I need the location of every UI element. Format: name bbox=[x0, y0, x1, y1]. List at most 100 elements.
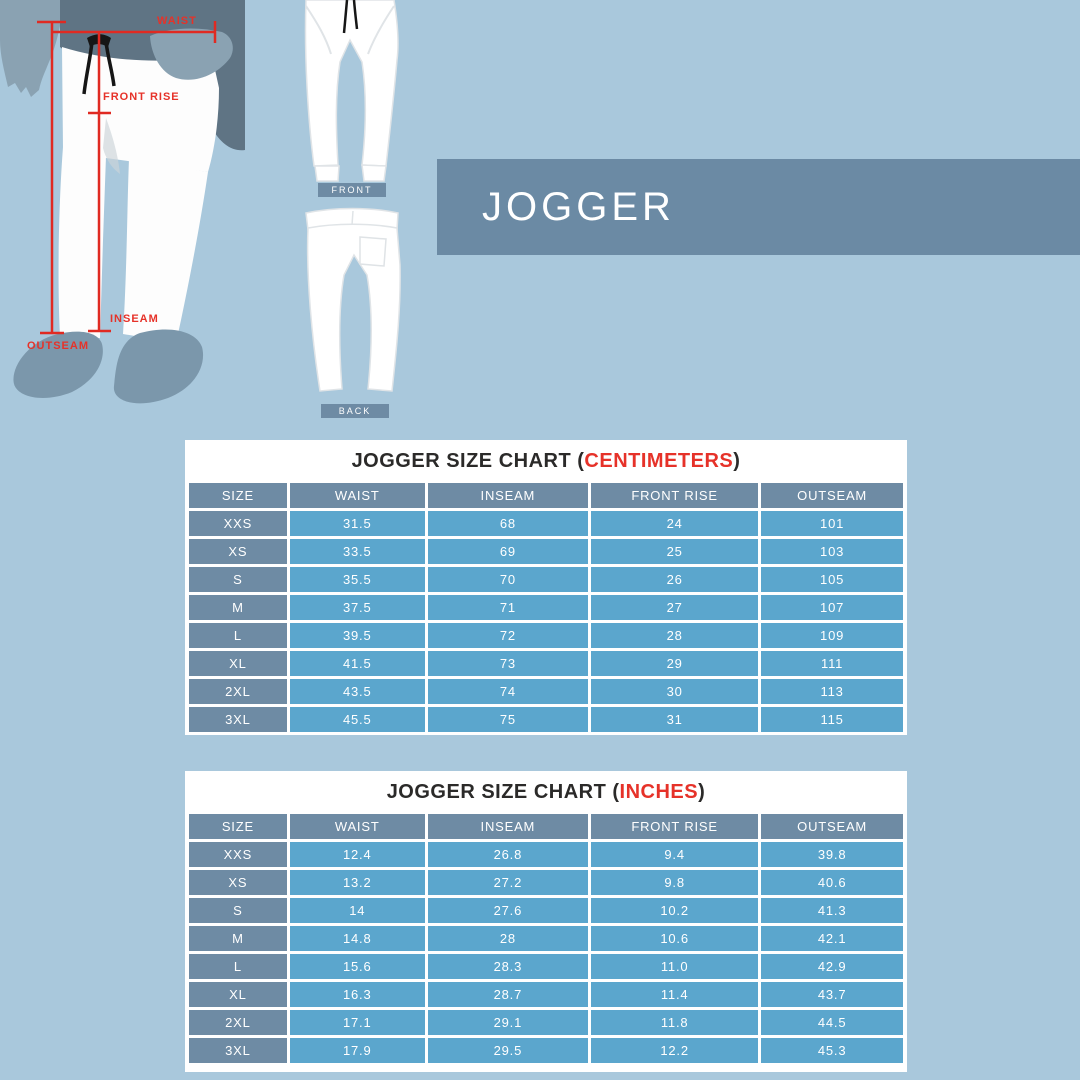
value-cell: 28 bbox=[591, 623, 759, 648]
value-cell: 26 bbox=[591, 567, 759, 592]
jogger-figure-drawing bbox=[0, 0, 245, 404]
header-cell: SIZE bbox=[189, 814, 287, 839]
front-rise-label: FRONT RISE bbox=[103, 91, 180, 103]
value-cell: 25 bbox=[591, 539, 759, 564]
value-cell: 27 bbox=[591, 595, 759, 620]
value-cell: 16.3 bbox=[289, 982, 425, 1007]
right-shoe-shape bbox=[113, 329, 204, 404]
value-cell: 10.6 bbox=[591, 926, 759, 951]
value-cell: 17.9 bbox=[289, 1038, 425, 1063]
jogger-back-drawing bbox=[305, 207, 401, 392]
size-cell: 3XL bbox=[189, 1038, 287, 1063]
back-pocket bbox=[359, 236, 387, 267]
size-cell: XL bbox=[189, 651, 287, 676]
value-cell: 12.4 bbox=[289, 842, 425, 867]
size-cell: S bbox=[189, 898, 287, 923]
value-cell: 11.8 bbox=[591, 1010, 759, 1035]
header-cell: SIZE bbox=[189, 483, 287, 508]
value-cell: 107 bbox=[761, 595, 903, 620]
value-cell: 41.5 bbox=[289, 651, 425, 676]
right-hand-shape bbox=[150, 28, 233, 80]
header-cell: INSEAM bbox=[427, 814, 589, 839]
size-cell: 3XL bbox=[189, 707, 287, 732]
size-cell: XL bbox=[189, 982, 287, 1007]
value-cell: 68 bbox=[427, 511, 589, 536]
value-cell: 24 bbox=[591, 511, 759, 536]
header-cell: WAIST bbox=[289, 814, 425, 839]
right-leg-shape bbox=[123, 159, 208, 343]
value-cell: 74 bbox=[427, 679, 589, 704]
front-left-cuff bbox=[314, 165, 340, 182]
size-cell: M bbox=[189, 926, 287, 951]
size-cell: M bbox=[189, 595, 287, 620]
front-drawstring-left bbox=[342, 0, 349, 34]
value-cell: 29.5 bbox=[427, 1038, 589, 1063]
cm-title-unit: CENTIMETERS bbox=[584, 450, 734, 472]
value-cell: 33.5 bbox=[289, 539, 425, 564]
value-cell: 14.8 bbox=[289, 926, 425, 951]
value-cell: 45.5 bbox=[289, 707, 425, 732]
front-right-cuff bbox=[361, 164, 387, 182]
back-view-badge: BACK bbox=[321, 404, 389, 418]
cm-title-suffix: ) bbox=[733, 450, 741, 472]
size-cell: 2XL bbox=[189, 679, 287, 704]
inch-title-suffix: ) bbox=[698, 781, 706, 803]
page-title: JOGGER bbox=[482, 184, 675, 229]
value-cell: 40.6 bbox=[761, 870, 903, 895]
crotch-shadow bbox=[103, 118, 120, 174]
left-shoe-shape bbox=[13, 331, 103, 398]
header-cell: WAIST bbox=[289, 483, 425, 508]
value-cell: 72 bbox=[427, 623, 589, 648]
header-cell: INSEAM bbox=[427, 483, 589, 508]
value-cell: 37.5 bbox=[289, 595, 425, 620]
inseam-label: INSEAM bbox=[110, 313, 159, 325]
value-cell: 73 bbox=[427, 651, 589, 676]
value-cell: 115 bbox=[761, 707, 903, 732]
cm-title-prefix: JOGGER SIZE CHART ( bbox=[351, 450, 585, 472]
outseam-label: OUTSEAM bbox=[27, 340, 89, 352]
jogger-front-drawing bbox=[304, 0, 399, 182]
value-cell: 11.4 bbox=[591, 982, 759, 1007]
header-cell: FRONT RISE bbox=[591, 814, 759, 839]
front-body-shape bbox=[304, 0, 399, 167]
value-cell: 9.8 bbox=[591, 870, 759, 895]
cm-table-title: JOGGER SIZE CHART (CENTIMETERS) bbox=[189, 440, 903, 483]
front-view-badge: FRONT bbox=[318, 183, 386, 197]
value-cell: 14 bbox=[289, 898, 425, 923]
front-drawstring-right bbox=[352, 0, 359, 30]
inch-table-title: JOGGER SIZE CHART (INCHES) bbox=[189, 771, 903, 814]
left-arm-shape bbox=[0, 0, 64, 97]
header-cell: FRONT RISE bbox=[591, 483, 759, 508]
header-cell: OUTSEAM bbox=[761, 814, 903, 839]
value-cell: 29.1 bbox=[427, 1010, 589, 1035]
value-cell: 9.4 bbox=[591, 842, 759, 867]
value-cell: 35.5 bbox=[289, 567, 425, 592]
value-cell: 28.7 bbox=[427, 982, 589, 1007]
size-cell: XXS bbox=[189, 842, 287, 867]
jogger-back-view bbox=[300, 205, 404, 405]
size-cell: XS bbox=[189, 539, 287, 564]
value-cell: 15.6 bbox=[289, 954, 425, 979]
inch-title-unit: INCHES bbox=[619, 781, 699, 803]
value-cell: 27.6 bbox=[427, 898, 589, 923]
inch-table-grid: SIZE WAIST INSEAM FRONT RISE OUTSEAM XXS 12.4 2… bbox=[189, 814, 903, 1063]
value-cell: 29 bbox=[591, 651, 759, 676]
size-chart-centimeters: JOGGER SIZE CHART (CENTIMETERS) SIZE WAIS… bbox=[185, 440, 907, 735]
drawstring-left bbox=[82, 41, 94, 95]
value-cell: 11.0 bbox=[591, 954, 759, 979]
size-cell: L bbox=[189, 623, 287, 648]
value-cell: 101 bbox=[761, 511, 903, 536]
value-cell: 111 bbox=[761, 651, 903, 676]
value-cell: 71 bbox=[427, 595, 589, 620]
jogger-banner: JOGGER bbox=[437, 159, 1080, 255]
back-body-shape bbox=[306, 223, 401, 392]
inch-title-prefix: JOGGER SIZE CHART ( bbox=[386, 781, 620, 803]
measurement-lines bbox=[37, 20, 217, 335]
cm-table-grid: SIZE WAIST INSEAM FRONT RISE OUTSEAM XXS 31.5 6… bbox=[189, 483, 903, 732]
jogger-front-view bbox=[298, 0, 402, 198]
value-cell: 27.2 bbox=[427, 870, 589, 895]
size-cell: XS bbox=[189, 870, 287, 895]
value-cell: 39.8 bbox=[761, 842, 903, 867]
waist-label: WAIST bbox=[157, 15, 197, 27]
